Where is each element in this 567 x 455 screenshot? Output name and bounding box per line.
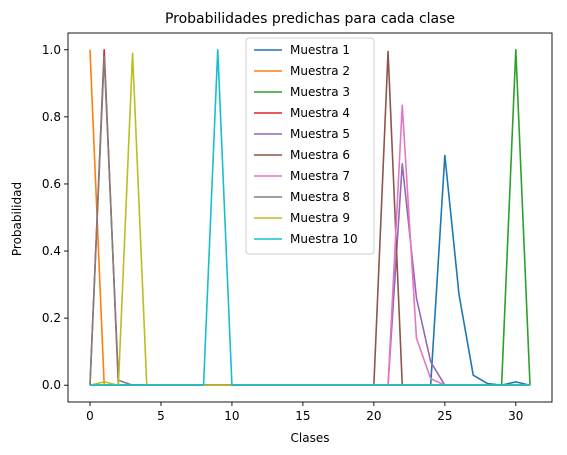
legend-label-10: Muestra 10 (290, 232, 358, 246)
series-layer (89, 48, 531, 387)
legend-label-3: Muestra 3 (290, 85, 350, 99)
y-tick-label: 1.0 (42, 43, 61, 57)
x-tick-label: 0 (86, 409, 94, 423)
series-line-10 (90, 48, 530, 387)
x-tick-label: 15 (295, 409, 310, 423)
axes-frame (67, 32, 553, 403)
x-tick-label: 30 (508, 409, 523, 423)
x-tick-label: 25 (437, 409, 452, 423)
y-tick-label: 0.2 (42, 311, 61, 325)
y-axis-label: Probabilidad (10, 182, 24, 256)
legend-label-7: Muestra 7 (290, 169, 350, 183)
legend-label-6: Muestra 6 (290, 148, 350, 162)
y-tick-label: 0.8 (42, 110, 61, 124)
x-tick-label: 5 (157, 409, 165, 423)
y-tick-label: 0.0 (42, 378, 61, 392)
legend-label-2: Muestra 2 (290, 64, 350, 78)
legend-label-8: Muestra 8 (290, 190, 350, 204)
legend-label-5: Muestra 5 (290, 127, 350, 141)
y-tick-label: 0.6 (42, 177, 61, 191)
legend: Muestra 1 Muestra 2 Muestra 3 Muestra 4 Mues… (245, 37, 375, 255)
axes-layer: 0 5 10 15 20 25 30 0.0 0.2 0.4 0.6 0.8 1.0 (42, 32, 553, 423)
legend-label-4: Muestra 4 (290, 106, 350, 120)
legend-label-9: Muestra 9 (290, 211, 350, 225)
x-tick-label: 20 (366, 409, 381, 423)
y-tick-label: 0.4 (42, 244, 61, 258)
legend-label-1: Muestra 1 (290, 43, 350, 57)
x-axis-label: Clases (291, 431, 330, 445)
x-tick-label: 10 (224, 409, 239, 423)
chart-title: Probabilidades predichas para cada clase (165, 11, 455, 27)
